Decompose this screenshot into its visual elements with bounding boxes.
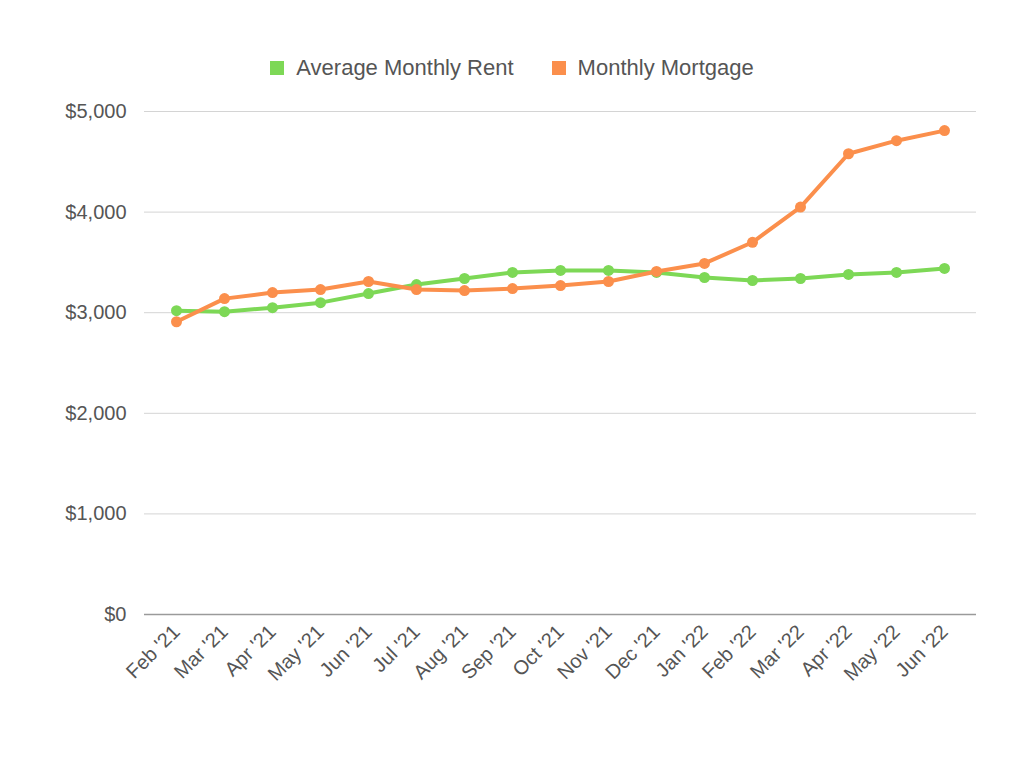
svg-text:Dec '21: Dec '21	[601, 620, 664, 683]
svg-text:Sep '21: Sep '21	[457, 620, 520, 683]
svg-text:$4,000: $4,000	[65, 201, 126, 223]
svg-text:May '21: May '21	[263, 620, 328, 685]
svg-text:$3,000: $3,000	[65, 301, 126, 323]
svg-text:Feb '22: Feb '22	[697, 620, 760, 683]
svg-text:Apr '22: Apr '22	[795, 620, 856, 681]
svg-text:Aug '21: Aug '21	[408, 620, 472, 684]
svg-text:$1,000: $1,000	[65, 502, 126, 524]
svg-text:Jun '21: Jun '21	[315, 620, 376, 681]
svg-text:Nov '21: Nov '21	[552, 620, 616, 684]
svg-text:Oct '21: Oct '21	[507, 620, 568, 681]
svg-text:Feb '21: Feb '21	[121, 620, 184, 683]
svg-text:$0: $0	[104, 603, 126, 625]
svg-text:Mar '21: Mar '21	[170, 620, 232, 682]
svg-text:Jun '22: Jun '22	[891, 620, 952, 681]
html-text:Average Monthly Rent: Average Monthly Rent	[296, 55, 514, 80]
svg-text:May '22: May '22	[839, 620, 904, 685]
svg-text:$2,000: $2,000	[65, 402, 126, 424]
html-text:Monthly Mortgage: Monthly Mortgage	[577, 55, 754, 80]
svg-text:Apr '21: Apr '21	[219, 620, 280, 681]
svg-text:$5,000: $5,000	[65, 100, 126, 122]
svg-text:Jul '21: Jul '21	[367, 620, 424, 677]
svg-text:Jan '22: Jan '22	[651, 620, 712, 681]
svg-text:Mar '22: Mar '22	[746, 620, 808, 682]
